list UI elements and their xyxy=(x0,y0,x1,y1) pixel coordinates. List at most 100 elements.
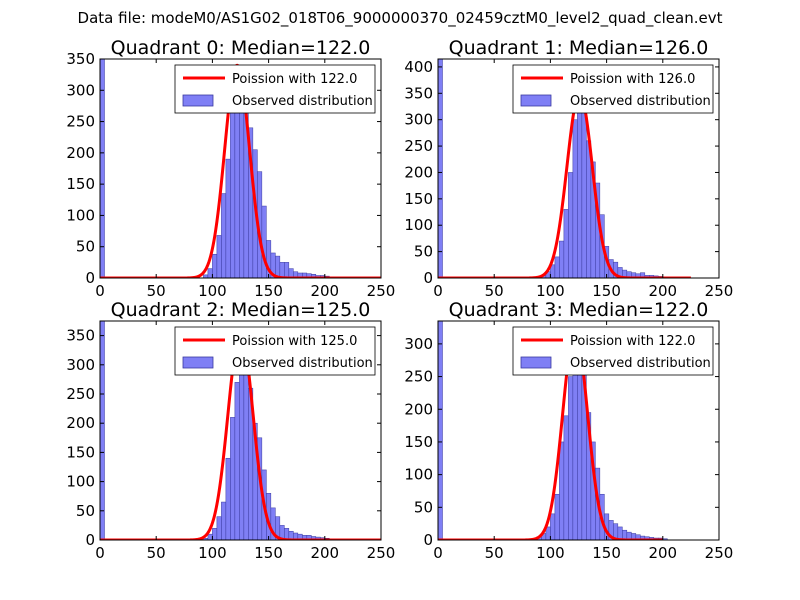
y-tick-label: 50 xyxy=(76,238,95,256)
x-tick-label: 150 xyxy=(254,544,283,562)
legend-bar-swatch xyxy=(520,94,552,107)
histogram-bar xyxy=(559,441,565,540)
subplot-quadrant-0: 0 50 100 150 200 250 0 50 100 150 200 250 300 350 Quad… xyxy=(66,37,395,300)
subplot-quadrant-2: 0 50 100 150 200 250 0 50 100 150 200 250 300 350 Quad… xyxy=(66,299,395,562)
subplot-title: Quadrant 0: Median=122.0 xyxy=(111,37,371,59)
x-tick-label: 100 xyxy=(198,282,227,300)
x-tick-label: 150 xyxy=(254,282,283,300)
y-tick-label: 350 xyxy=(66,50,95,68)
legend: Poission with 125.0 Observed distribution xyxy=(174,326,376,376)
legend-bar-swatch xyxy=(182,356,214,369)
histogram-bar xyxy=(568,376,574,540)
histogram-bar xyxy=(225,457,231,540)
y-tick-label: 300 xyxy=(66,81,95,99)
plot-area xyxy=(100,321,381,540)
y-tick-label: 0 xyxy=(423,531,433,549)
x-tick-label: 250 xyxy=(705,544,734,562)
x-tick-label: 50 xyxy=(485,282,504,300)
histogram-bar xyxy=(586,140,592,278)
legend-label-observed: Observed distribution xyxy=(232,94,373,109)
axes-frame xyxy=(437,320,720,541)
legend-label-observed: Observed distribution xyxy=(232,356,373,371)
y-tick-label: 150 xyxy=(66,443,95,461)
x-tick-label: 250 xyxy=(367,544,396,562)
y-tick-label: 50 xyxy=(414,243,433,261)
y-tick-label: 0 xyxy=(85,531,95,549)
y-tick-label: 250 xyxy=(404,368,433,386)
histogram-bar xyxy=(221,501,227,540)
histogram-bar xyxy=(568,172,574,278)
x-tick-label: 100 xyxy=(198,544,227,562)
x-tick-label: 250 xyxy=(367,282,396,300)
axes-frame xyxy=(437,58,720,279)
x-tick-label: 0 xyxy=(433,282,443,300)
subplot-title: Quadrant 2: Median=125.0 xyxy=(111,299,371,321)
histogram-bar xyxy=(225,158,231,278)
y-tick-label: 100 xyxy=(66,206,95,224)
x-tick-label: 200 xyxy=(648,544,677,562)
y-tick-label: 350 xyxy=(66,327,95,345)
x-tick-label: 200 xyxy=(648,282,677,300)
histogram-bar xyxy=(550,513,556,540)
x-tick-label: 250 xyxy=(705,282,734,300)
x-tick-label: 100 xyxy=(536,544,565,562)
y-tick-label: 200 xyxy=(404,163,433,181)
histogram-bar xyxy=(230,96,236,278)
histogram-bar xyxy=(216,516,222,540)
histogram-bar xyxy=(207,533,213,540)
y-tick-label: 350 xyxy=(404,84,433,102)
x-tick-label: 0 xyxy=(433,544,443,562)
legend-bar-swatch xyxy=(520,356,552,369)
subplot-title: Quadrant 1: Median=126.0 xyxy=(449,37,709,59)
legend-label-poisson: Poission with 122.0 xyxy=(570,334,695,349)
y-tick-label: 250 xyxy=(66,385,95,403)
subplot-quadrant-1: 0 50 100 150 200 250 0 50 100 150 200 250 300 350 400 Q… xyxy=(404,37,733,300)
x-tick-label: 0 xyxy=(95,544,105,562)
histogram-bar xyxy=(212,253,218,278)
histogram-bar xyxy=(554,493,560,540)
x-tick-label: 50 xyxy=(147,544,166,562)
y-tick-label: 250 xyxy=(66,113,95,131)
legend-bar-swatch xyxy=(182,94,214,107)
legend-label-poisson: Poission with 125.0 xyxy=(232,334,357,349)
y-tick-label: 400 xyxy=(404,58,433,76)
subplot-quadrant-3: 0 50 100 150 200 250 0 50 100 150 200 250 300 Quadran… xyxy=(404,299,733,562)
legend-label-poisson: Poission with 126.0 xyxy=(570,72,695,87)
histogram-bar xyxy=(207,268,213,278)
legend: Poission with 122.0 Observed distribution xyxy=(512,326,714,376)
y-tick-label: 0 xyxy=(85,269,95,287)
histogram-bar xyxy=(279,262,285,278)
histogram-bar xyxy=(221,193,227,278)
y-tick-label: 200 xyxy=(66,414,95,432)
subplot-title: Quadrant 3: Median=122.0 xyxy=(449,299,709,321)
legend: Poission with 126.0 Observed distribution xyxy=(512,64,714,114)
histogram-bar xyxy=(261,205,267,278)
histogram-bar xyxy=(275,255,281,278)
histogram-bar xyxy=(216,235,222,278)
y-tick-label: 50 xyxy=(414,498,433,516)
histogram-bar xyxy=(572,119,578,278)
histogram-bar xyxy=(438,321,443,540)
y-tick-label: 300 xyxy=(66,356,95,374)
x-tick-label: 150 xyxy=(592,282,621,300)
y-tick-label: 100 xyxy=(404,216,433,234)
y-tick-label: 250 xyxy=(404,137,433,155)
y-tick-label: 300 xyxy=(404,111,433,129)
y-tick-label: 300 xyxy=(404,335,433,353)
axes-frame xyxy=(99,320,382,541)
histogram-bar xyxy=(554,256,560,278)
histogram-bar xyxy=(100,321,105,540)
x-tick-label: 200 xyxy=(310,282,339,300)
histogram-bar xyxy=(563,415,569,540)
histogram-bar xyxy=(100,59,105,278)
x-tick-label: 150 xyxy=(592,544,621,562)
histogram-bar xyxy=(212,528,218,540)
legend-label-observed: Observed distribution xyxy=(570,94,711,109)
y-tick-label: 50 xyxy=(76,502,95,520)
plot-area xyxy=(438,59,692,278)
histogram-bar xyxy=(438,59,443,278)
x-tick-label: 0 xyxy=(95,282,105,300)
y-tick-label: 150 xyxy=(404,433,433,451)
x-tick-label: 50 xyxy=(485,544,504,562)
